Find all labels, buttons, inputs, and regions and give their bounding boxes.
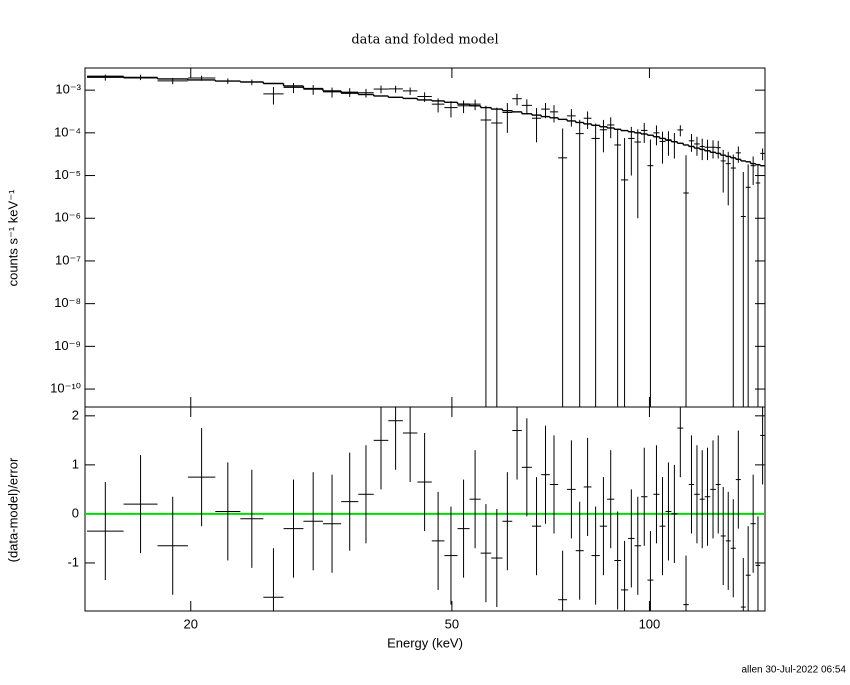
plot-frame	[84, 406, 766, 612]
y-tick-label: 1	[72, 456, 79, 471]
y-tick-label: 10⁻⁷	[55, 252, 81, 267]
y-tick-label: 10⁻⁵	[54, 167, 81, 182]
y-tick-label: -1	[67, 554, 79, 569]
y-tick-label: 10⁻⁶	[54, 210, 81, 225]
footer: allen 30-Jul-2022 06:54	[741, 665, 846, 676]
plot-frame	[84, 67, 766, 408]
y-axis-label: (data-model)/error	[5, 457, 20, 562]
x-tick-label: 20	[184, 616, 198, 631]
chart-title: data and folded model	[351, 33, 498, 48]
y-tick-label: 10⁻³	[55, 82, 81, 97]
x-tick-label: 50	[445, 616, 459, 631]
y-axis-label: counts s⁻¹ keV⁻¹	[5, 189, 20, 286]
x-axis-label: Energy (keV)	[387, 635, 463, 650]
y-tick-label: 10⁻¹⁰	[50, 380, 81, 395]
x-tick-label: 100	[639, 616, 661, 631]
y-tick-label: 10⁻⁴	[54, 124, 81, 139]
y-tick-label: 2	[72, 407, 79, 422]
y-tick-label: 10⁻⁸	[54, 295, 81, 310]
y-tick-label: 0	[72, 505, 79, 520]
y-tick-label: 10⁻⁹	[54, 338, 81, 353]
